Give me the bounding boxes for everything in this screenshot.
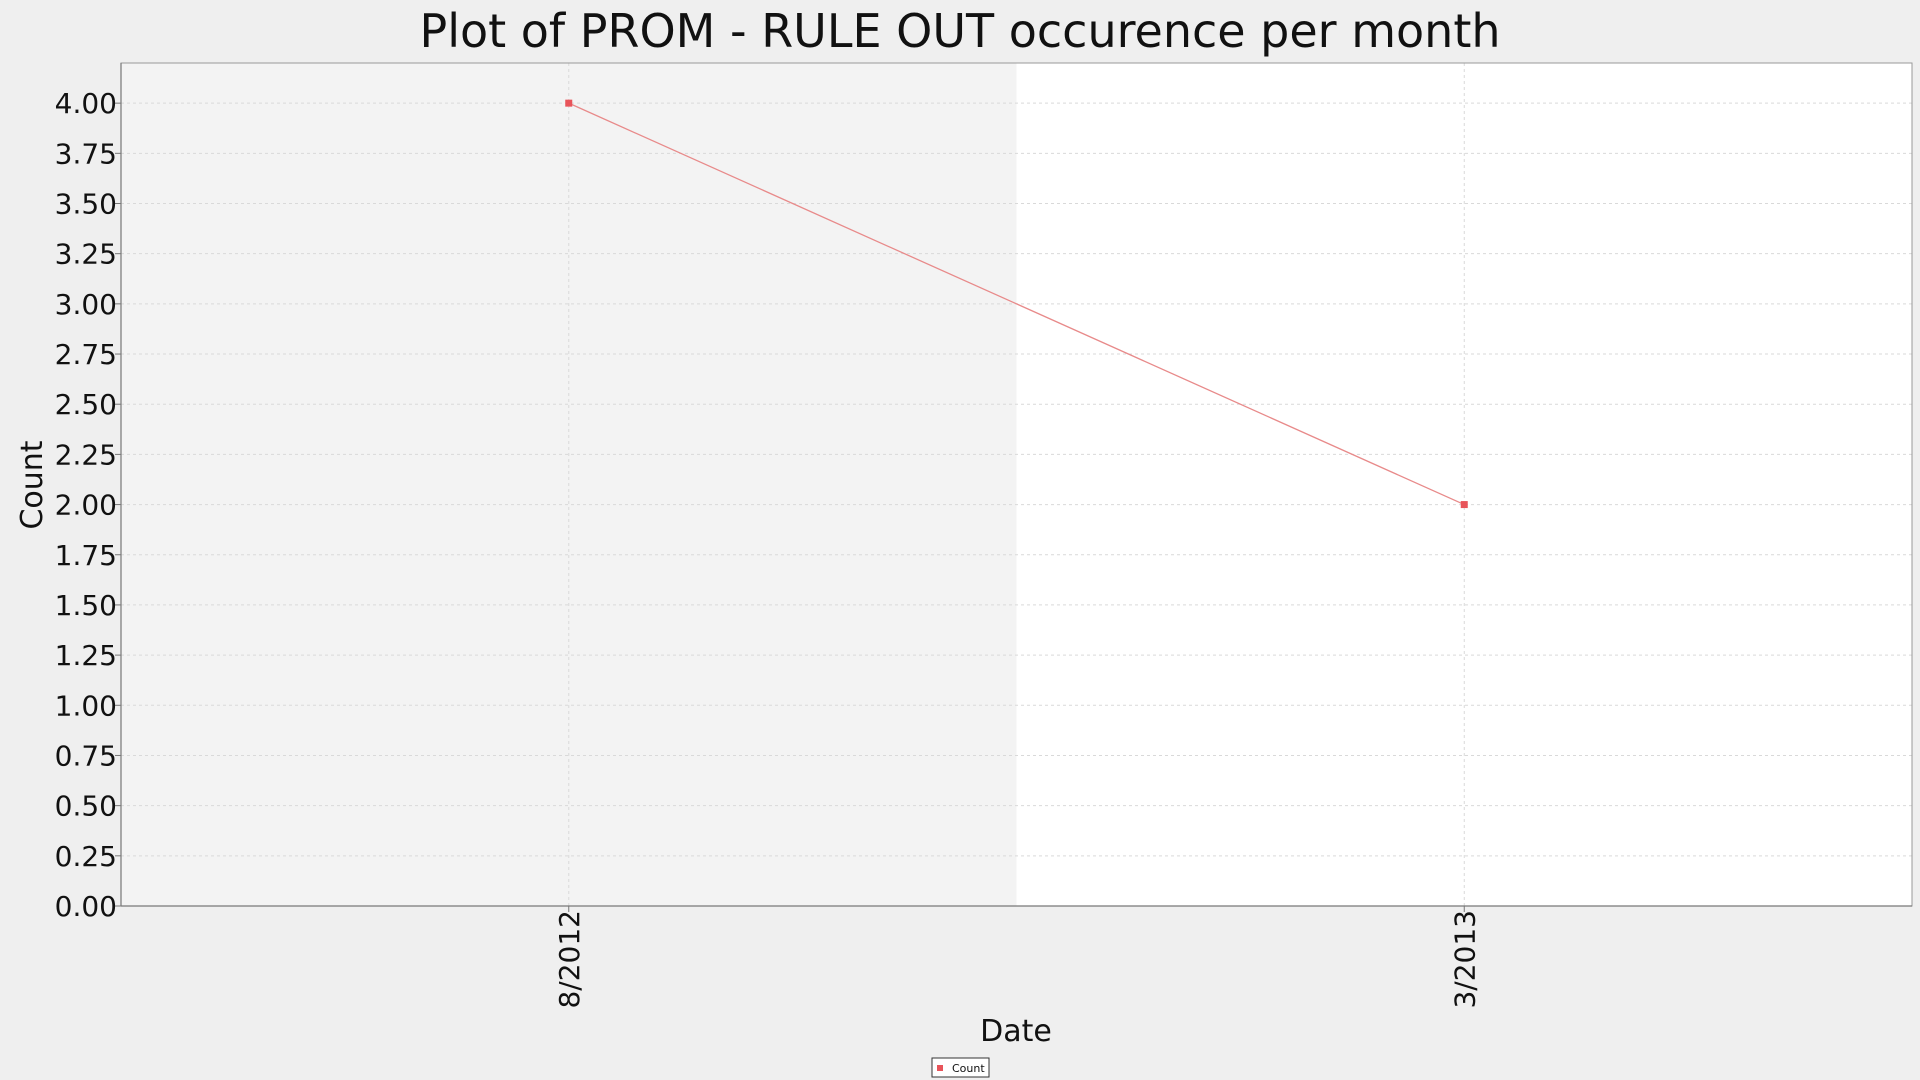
data-point-2	[1460, 501, 1468, 509]
y-axis-label: Count	[15, 440, 50, 529]
y-tick-label-9: 2.25	[55, 438, 117, 471]
legend-marker-count	[937, 1065, 943, 1071]
y-tick-label-11: 2.75	[55, 338, 117, 371]
y-tick-label-7: 1.75	[55, 539, 117, 572]
y-tick-label-0: 0.00	[55, 890, 117, 923]
y-tick-label-4: 1.00	[55, 689, 117, 722]
y-tick-label-12: 3.00	[55, 288, 117, 321]
y-tick-label-14: 3.50	[55, 188, 117, 221]
y-tick-label-16: 4.00	[55, 87, 117, 120]
x-tick-label-1: 3/2013	[1448, 910, 1481, 1009]
y-tick-label-10: 2.50	[55, 388, 117, 421]
legend-label-count: Count	[952, 1062, 985, 1075]
series-line-count	[568, 102, 1465, 506]
y-tick-label-1: 0.25	[55, 840, 117, 873]
chart-title: Plot of PROM - RULE OUT occurence per mo…	[419, 4, 1500, 58]
legend: Count	[931, 1057, 990, 1078]
x-axis-label: Date	[980, 1014, 1052, 1049]
x-axis-ticks: 8/2012 3/2013	[553, 906, 1481, 1009]
y-tick-label-13: 3.25	[55, 238, 117, 271]
y-tick-label-8: 2.00	[55, 489, 117, 522]
data-point-1	[565, 99, 573, 107]
y-tick-label-3: 0.75	[55, 739, 117, 772]
plot-background	[121, 63, 1912, 906]
y-axis-ticks: 0.00 0.25 0.50 0.75 1.00 1.25 1.50 1.75 2.00 2.25…	[55, 87, 121, 923]
series-layer	[565, 99, 1468, 509]
x-tick-label-0: 8/2012	[553, 910, 586, 1009]
y-tick-label-2: 0.50	[55, 790, 117, 823]
legend-box	[931, 1057, 990, 1078]
y-tick-label-6: 1.50	[55, 589, 117, 622]
y-tick-label-5: 1.25	[55, 639, 117, 672]
y-tick-label-15: 3.75	[55, 137, 117, 170]
